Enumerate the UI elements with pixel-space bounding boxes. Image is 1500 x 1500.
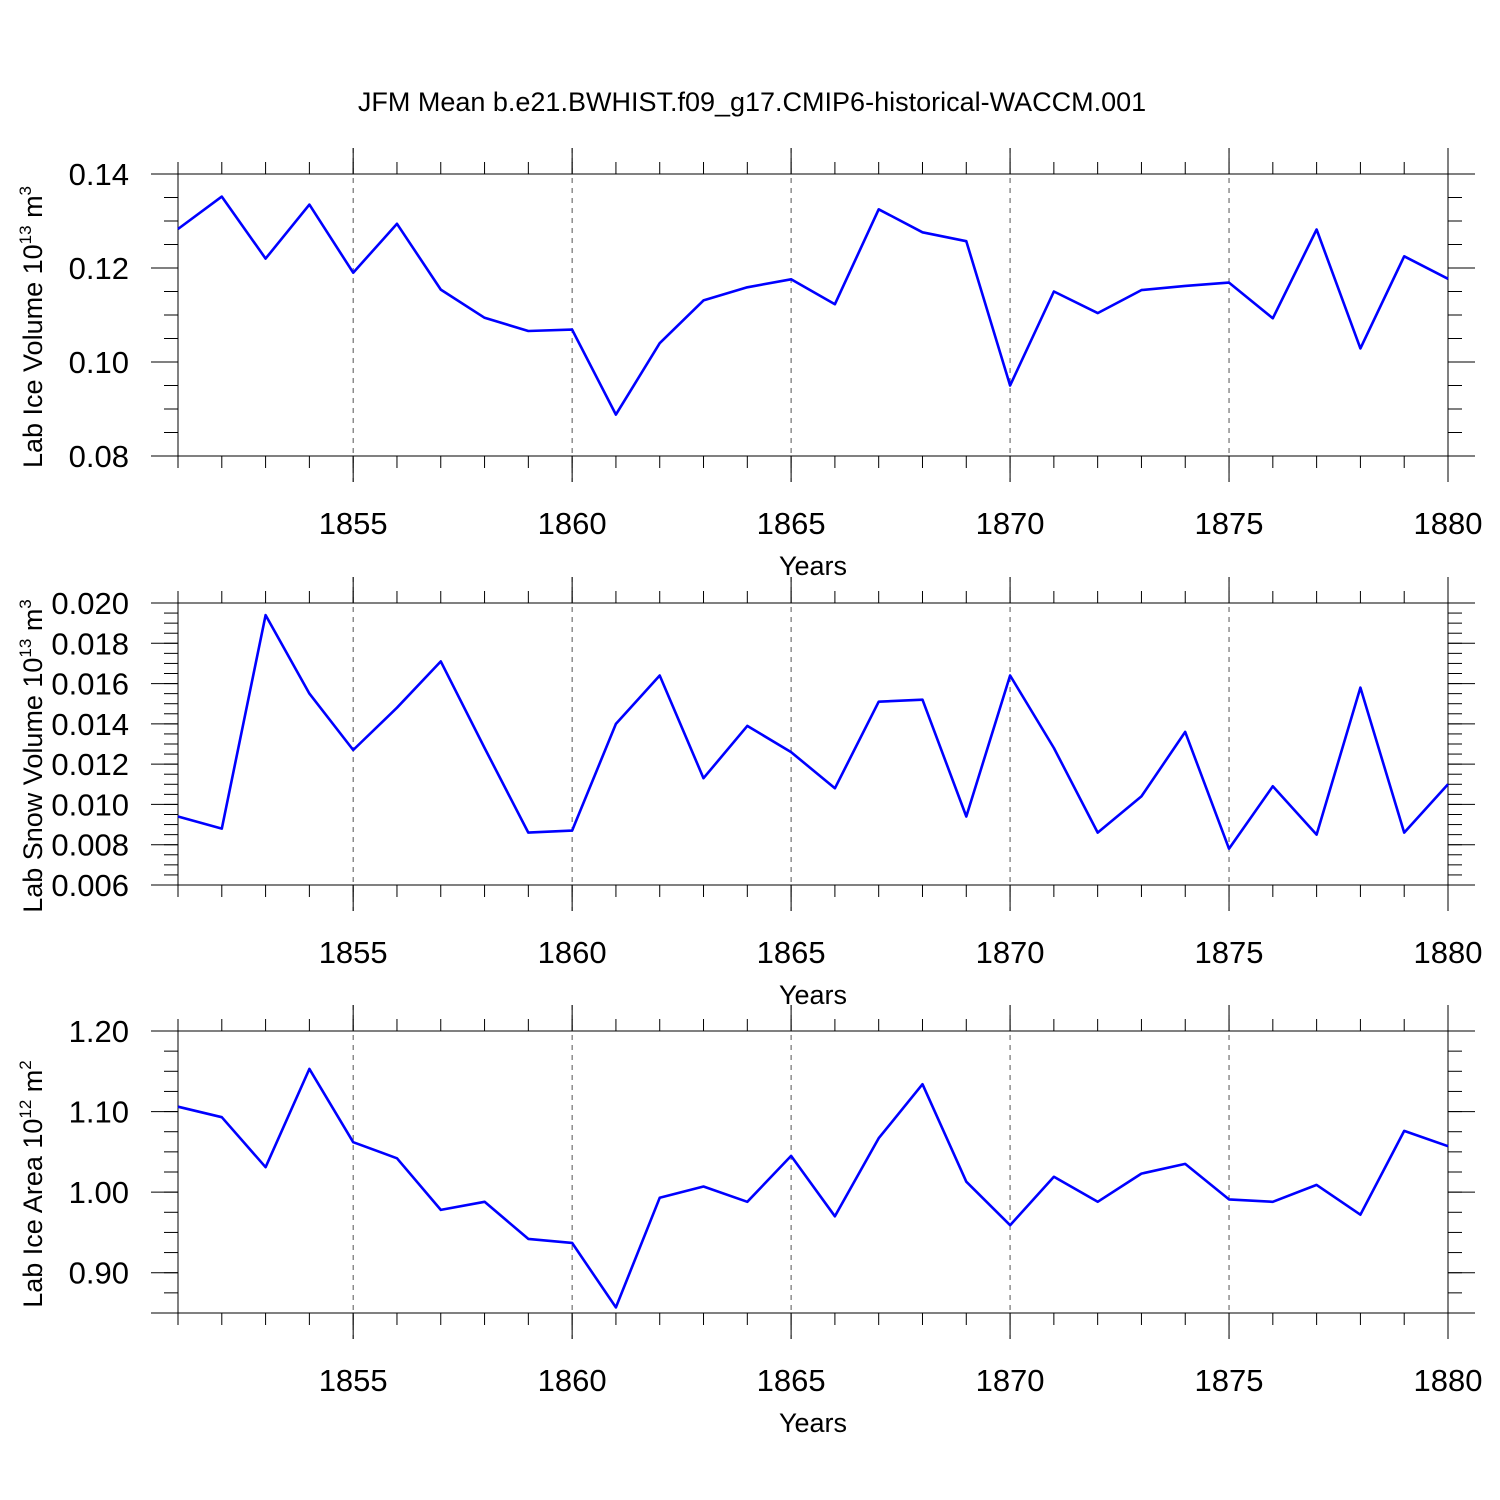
x-axis-label: Years — [779, 980, 847, 1010]
y-tick-label: 0.10 — [69, 345, 129, 380]
x-tick-label: 1875 — [1195, 506, 1264, 541]
x-axis-label: Years — [779, 1408, 847, 1438]
x-tick-label: 1870 — [976, 506, 1045, 541]
y-tick-label: 1.00 — [69, 1175, 129, 1210]
y-label-text: Lab Snow Volume 10 — [18, 658, 48, 913]
snow-volume-panel: 0.006 0.008 0.010 0.012 0.014 0.016 0.018 0.020… — [16, 577, 1482, 1010]
x-tick-label: 1880 — [1414, 935, 1483, 970]
y-axis-label: Lab Ice Area 1012 m2 — [16, 1060, 48, 1308]
y-label-exponent: 12 — [16, 1100, 35, 1119]
y-tick-label: 1.20 — [69, 1014, 129, 1049]
x-tick-label: 1860 — [538, 506, 607, 541]
y-tick-label: 0.014 — [51, 707, 129, 742]
ice-volume-panel: 0.08 0.10 0.12 0.14 1855 1860 1865 1870 1875 1880… — [16, 148, 1482, 581]
y-tick-label: 0.08 — [69, 439, 129, 474]
x-tick-label: 1855 — [319, 506, 388, 541]
y-label-unit-exponent: 2 — [16, 1060, 35, 1069]
y-label-unit-exponent: 3 — [16, 599, 35, 608]
x-tick-label: 1865 — [757, 506, 826, 541]
ice-area-panel: 0.90 1.00 1.10 1.20 1855 1860 1865 1870 1875 1880… — [16, 1005, 1482, 1438]
y-tick-label: 0.008 — [51, 828, 129, 863]
y-tick-label: 0.018 — [51, 626, 129, 661]
figure-title: JFM Mean b.e21.BWHIST.f09_g17.CMIP6-hist… — [358, 87, 1146, 117]
y-label-exponent: 13 — [16, 639, 35, 658]
y-label-text: Lab Ice Volume 10 — [18, 244, 48, 468]
x-tick-label: 1880 — [1414, 506, 1483, 541]
x-tick-label: 1865 — [757, 935, 826, 970]
y-tick-label: 0.14 — [69, 157, 129, 192]
y-tick-label: 1.10 — [69, 1095, 129, 1130]
y-axis-label: Lab Snow Volume 1013 m3 — [16, 599, 48, 913]
x-tick-label: 1870 — [976, 935, 1045, 970]
ice-area-series-line — [177, 1067, 1449, 1309]
x-tick-label: 1880 — [1414, 1363, 1483, 1398]
y-label-unit-exponent: 3 — [16, 186, 35, 195]
x-axis-label: Years — [779, 551, 847, 581]
x-tick-label: 1855 — [319, 1363, 388, 1398]
y-label-text: Lab Ice Area 10 — [18, 1119, 48, 1308]
y-tick-label: 0.012 — [51, 747, 129, 782]
y-label-unit: m — [18, 609, 48, 639]
y-tick-label: 0.12 — [69, 251, 129, 286]
y-tick-label: 0.90 — [69, 1256, 129, 1291]
x-tick-label: 1875 — [1195, 1363, 1264, 1398]
y-tick-label: 0.010 — [51, 787, 129, 822]
y-label-exponent: 13 — [16, 225, 35, 244]
x-tick-label: 1860 — [538, 1363, 607, 1398]
y-label-unit: m — [18, 1070, 48, 1100]
x-tick-label: 1875 — [1195, 935, 1264, 970]
y-label-unit: m — [18, 195, 48, 225]
y-axis-label: Lab Ice Volume 1013 m3 — [16, 186, 48, 468]
y-tick-label: 0.016 — [51, 667, 129, 702]
x-tick-label: 1870 — [976, 1363, 1045, 1398]
y-tick-label: 0.006 — [51, 868, 129, 903]
y-tick-label: 0.020 — [51, 586, 129, 621]
snow-volume-series-line — [177, 613, 1449, 851]
x-tick-label: 1855 — [319, 935, 388, 970]
x-tick-label: 1860 — [538, 935, 607, 970]
ice-volume-series-line — [177, 195, 1449, 416]
x-tick-label: 1865 — [757, 1363, 826, 1398]
